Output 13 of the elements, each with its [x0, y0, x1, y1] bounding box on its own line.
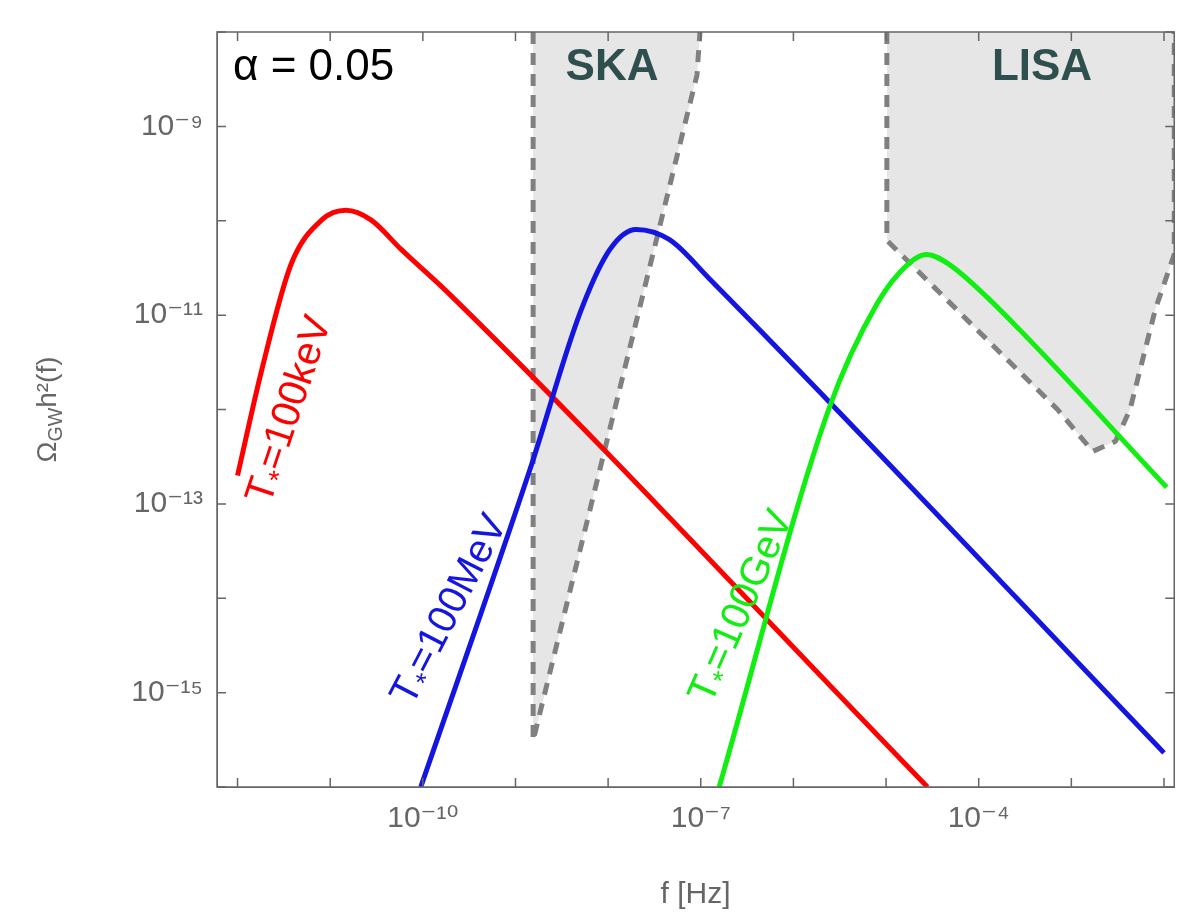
x-tick-label: 10⁻⁴ [947, 800, 1010, 834]
y-axis-title: ΩGWh²(f) [30, 356, 66, 463]
y-tick-label: 10⁻¹¹ [133, 296, 204, 330]
y-tick-label: 10⁻¹³ [133, 485, 204, 519]
series-label: SKA [565, 40, 659, 90]
y-tick-label: 10⁻¹⁵ [131, 673, 203, 707]
x-tick-label: 10⁻¹⁰ [387, 800, 459, 834]
x-tick-label: 10⁻⁷ [670, 800, 731, 834]
x-axis-title: f [Hz] [660, 876, 731, 910]
text: T*=100keV [235, 309, 339, 509]
annotation: α = 0.05 [233, 40, 395, 90]
y-tick-label: 10⁻⁹ [140, 107, 203, 141]
series-label: LISA [991, 40, 1093, 90]
